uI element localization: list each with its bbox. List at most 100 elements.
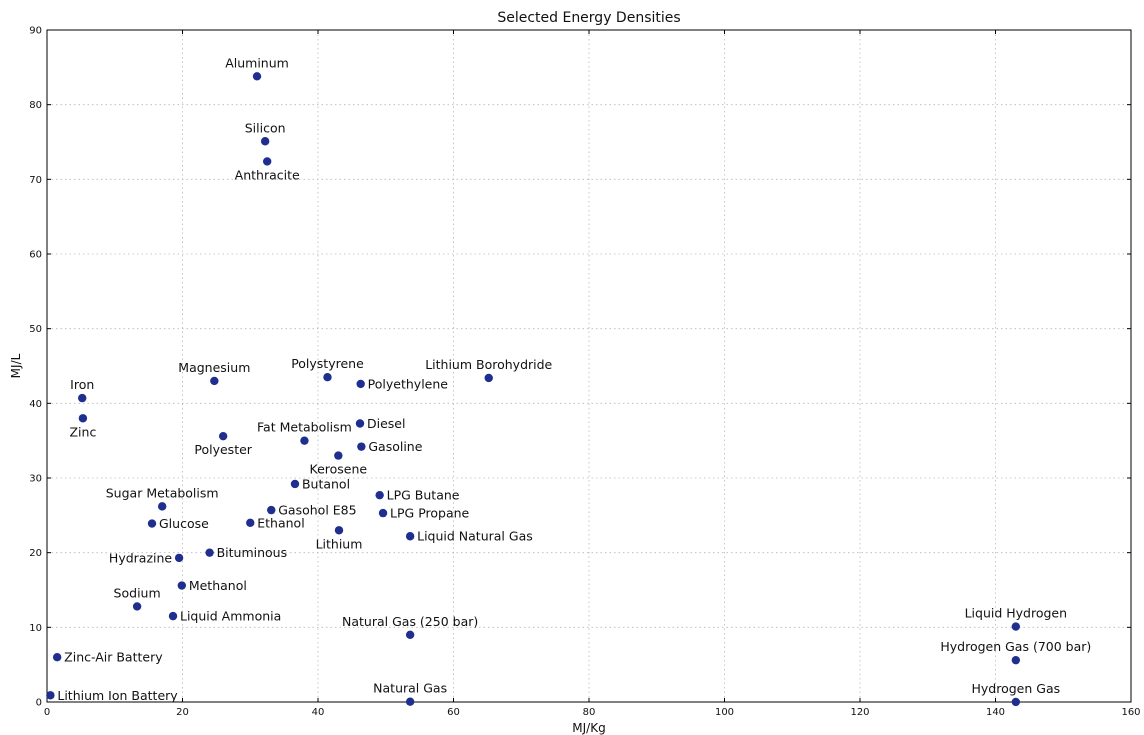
data-point-label: Zinc-Air Battery — [64, 650, 163, 665]
data-point-label: Polystyrene — [291, 356, 364, 371]
data-point: Anthracite — [235, 157, 300, 182]
data-point-marker — [174, 553, 184, 563]
data-point-label: Ethanol — [257, 515, 304, 530]
data-point-label: Natural Gas — [373, 681, 447, 696]
data-point: Iron — [70, 377, 94, 403]
data-point: Lithium Ion Battery — [46, 688, 178, 703]
data-point: Diesel — [355, 416, 405, 431]
x-tick-label: 60 — [447, 707, 460, 718]
data-point-marker — [355, 419, 365, 428]
data-point: Glucose — [147, 516, 209, 531]
data-point-marker — [1011, 697, 1021, 707]
data-point-marker — [205, 548, 214, 557]
data-point-marker — [357, 442, 366, 451]
data-point-marker — [405, 532, 415, 541]
data-point-label: Gasoline — [368, 439, 422, 454]
data-point: Natural Gas — [373, 681, 447, 706]
data-point-marker — [52, 653, 62, 662]
data-point-marker — [1011, 622, 1021, 631]
y-tick-label: 10 — [29, 623, 42, 634]
data-point: LPG Propane — [378, 506, 470, 521]
data-point: Liquid Ammonia — [168, 609, 281, 624]
data-point: Aluminum — [225, 55, 289, 81]
data-point-label: Bituminous — [217, 545, 288, 560]
data-point-label: Aluminum — [225, 55, 289, 70]
data-point-marker — [405, 630, 415, 639]
data-point-label: Polyester — [194, 442, 252, 457]
data-point-marker — [132, 602, 142, 611]
y-tick-label: 50 — [29, 324, 42, 335]
data-point-marker — [177, 581, 187, 590]
data-point-label: Iron — [70, 377, 94, 392]
data-point: Lithium Borohydride — [425, 357, 553, 383]
data-point: Lithium — [316, 526, 362, 551]
y-tick-label: 90 — [29, 26, 42, 37]
data-point-marker — [267, 505, 276, 515]
y-tick-label: 30 — [29, 474, 42, 485]
data-point-label: Liquid Hydrogen — [965, 606, 1067, 621]
data-points: Aluminum Silicon Anthracite Iron Zinc Magnesi… — [46, 55, 1091, 707]
data-point-label: Hydrogen Gas — [972, 681, 1061, 696]
data-point-label: Lithium Borohydride — [425, 357, 552, 372]
data-point-label: Diesel — [367, 416, 405, 431]
data-point: Kerosene — [310, 451, 368, 477]
x-tick-label: 120 — [850, 707, 869, 718]
x-tick-label: 80 — [583, 707, 596, 718]
x-tick-label: 20 — [176, 707, 189, 718]
data-point-label: Butanol — [302, 476, 350, 491]
data-point-label: Gasohol E85 — [278, 503, 356, 518]
data-point: Hydrazine — [109, 550, 184, 565]
data-point: Silicon — [245, 120, 286, 146]
y-tick-label: 0 — [36, 698, 42, 709]
data-point-marker — [375, 490, 384, 500]
data-point: Natural Gas (250 bar) — [342, 614, 478, 639]
x-tick-label: 100 — [715, 707, 734, 718]
data-point-marker — [300, 436, 309, 445]
data-point: Methanol — [177, 578, 247, 593]
data-point-marker — [78, 393, 87, 403]
data-point-marker — [356, 379, 365, 389]
data-point: Butanol — [290, 476, 350, 491]
data-point: Polystyrene — [291, 356, 364, 382]
data-point-label: Fat Metabolism — [257, 420, 352, 435]
data-point-marker — [210, 376, 219, 386]
data-point: LPG Butane — [375, 488, 460, 503]
data-point-label: Magnesium — [178, 360, 250, 375]
data-point-marker — [46, 691, 55, 700]
y-tick-label: 80 — [29, 100, 42, 111]
data-point-marker — [260, 137, 270, 146]
data-point: Ethanol — [246, 515, 305, 530]
data-point-marker — [218, 431, 228, 441]
data-point: Hydrogen Gas (700 bar) — [940, 639, 1091, 665]
data-point-marker — [1011, 655, 1021, 665]
data-point-label: Liquid Natural Gas — [417, 529, 533, 544]
data-point-marker — [78, 414, 88, 423]
data-point: Hydrogen Gas — [972, 681, 1061, 707]
data-point-label: LPG Propane — [390, 506, 470, 521]
data-point-marker — [262, 157, 272, 166]
x-tick-label: 140 — [986, 707, 1005, 718]
data-point-label: Liquid Ammonia — [180, 609, 281, 624]
data-point: Gasoline — [357, 439, 423, 454]
data-point-marker — [290, 479, 300, 489]
data-point-marker — [252, 72, 262, 81]
data-point: Fat Metabolism — [257, 420, 352, 445]
data-point-label: Glucose — [159, 516, 209, 531]
y-tick-label: 40 — [29, 399, 42, 410]
data-point: Sugar Metabolism — [106, 485, 219, 511]
data-point-label: LPG Butane — [387, 488, 460, 503]
data-point-marker — [323, 373, 332, 382]
data-point-label: Zinc — [69, 424, 96, 439]
chart-title: Selected Energy Densities — [497, 10, 680, 26]
y-tick-label: 70 — [29, 175, 42, 186]
data-point-label: Kerosene — [310, 462, 368, 477]
data-point-marker — [405, 697, 415, 706]
data-point: Liquid Natural Gas — [405, 529, 533, 544]
data-point: Zinc — [69, 414, 96, 439]
x-tick-label: 40 — [312, 707, 325, 718]
data-point-label: Lithium Ion Battery — [57, 688, 178, 703]
x-tick-label: 160 — [1121, 707, 1140, 718]
data-point-label: Methanol — [189, 578, 247, 593]
data-point-marker — [168, 611, 178, 621]
data-point: Polyethylene — [356, 376, 448, 391]
